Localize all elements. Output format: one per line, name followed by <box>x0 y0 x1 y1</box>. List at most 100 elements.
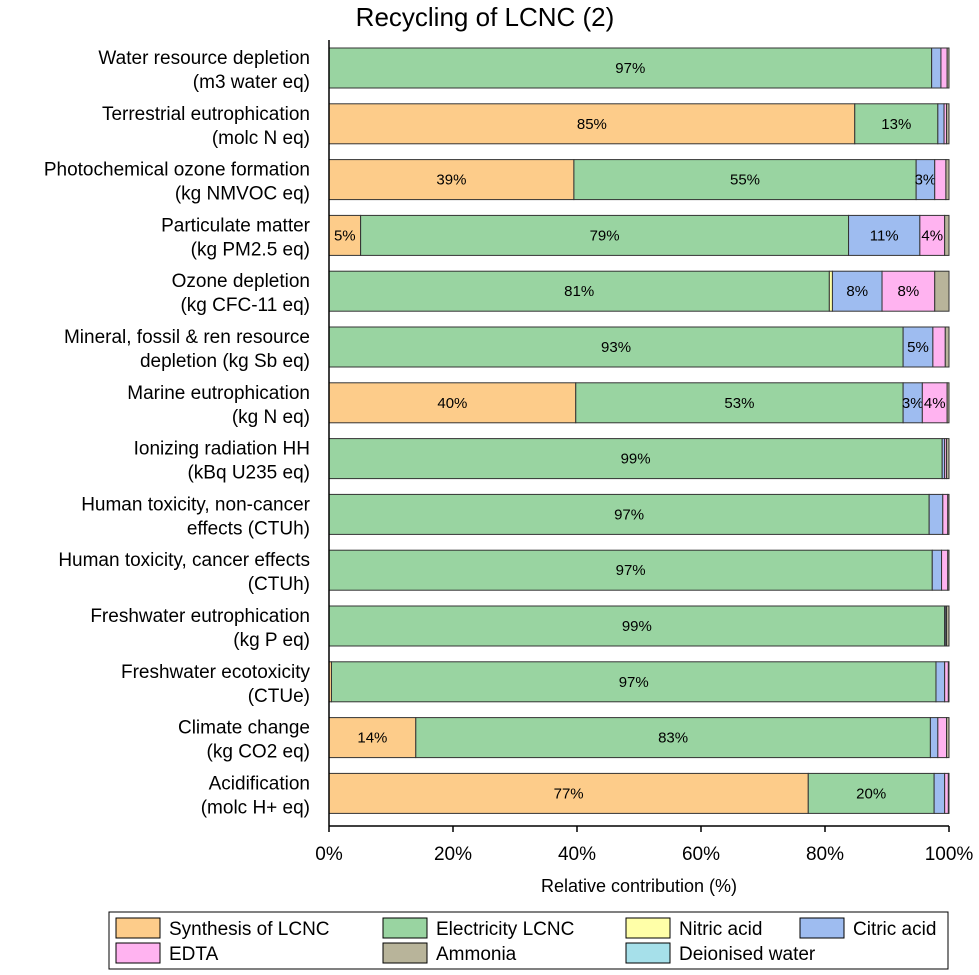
bar-segment <box>328 438 943 480</box>
bar-segment <box>937 717 948 759</box>
data-label: 8% <box>846 283 868 300</box>
x-tick-label: 0% <box>315 844 343 865</box>
data-label: 55% <box>730 172 760 189</box>
category-label: Mineral, fossil & ren resource depletion … <box>64 327 310 372</box>
bar-segment <box>946 438 950 480</box>
data-label: 93% <box>601 339 631 356</box>
category-label: Photochemical ozone formation (kg NMVOC e… <box>44 160 310 205</box>
bar-segment <box>944 772 949 814</box>
bar-segment <box>328 214 362 256</box>
bar-segment <box>947 772 950 814</box>
bar-segment <box>854 103 939 145</box>
legend-label: Deionised water <box>679 944 816 965</box>
data-label: 5% <box>907 339 929 356</box>
x-tick-label: 40% <box>558 844 596 865</box>
bar-segment <box>328 103 856 145</box>
bar-segment <box>946 382 950 424</box>
bar-segment <box>328 47 933 89</box>
category-label: Particulate matter (kg PM2.5 eq) <box>161 215 311 260</box>
x-tick-label: 80% <box>806 844 844 865</box>
data-label: 97% <box>619 674 649 691</box>
data-label: 4% <box>924 395 946 412</box>
bar-segment <box>328 326 904 368</box>
category-label: Marine eutrophication (kg N eq) <box>127 383 310 428</box>
bar-segment <box>848 214 921 256</box>
data-label: 97% <box>616 562 646 579</box>
x-tick-label: 60% <box>682 844 720 865</box>
bar-segment <box>937 103 945 145</box>
legend-label: Citric acid <box>853 919 936 940</box>
category-label: Climate change (kg CO2 eq) <box>178 718 310 763</box>
bar-segment <box>328 493 930 535</box>
bar-segment <box>931 47 942 89</box>
category-label: Freshwater eutrophication (kg P eq) <box>90 606 310 651</box>
bar-segment <box>947 493 950 535</box>
data-label: 39% <box>436 172 466 189</box>
bars: 97% 85% 13% 39% 55% 3% 5% 79% 11% 4% 81% 8% 8% 93% 5% 4… <box>328 47 950 814</box>
data-label: 13% <box>881 116 911 133</box>
bar-segment <box>415 717 931 759</box>
bar-segment <box>921 382 948 424</box>
bar-segment <box>946 717 950 759</box>
category-label: Terrestrial eutrophication (molc N eq) <box>102 104 310 149</box>
bar-segment <box>947 549 950 591</box>
legend-swatch <box>625 942 671 964</box>
bar-segment <box>328 549 933 591</box>
data-label: 97% <box>614 506 644 523</box>
category-label: Acidification (molc H+ eq) <box>201 773 310 818</box>
bar-segment <box>935 661 946 703</box>
legend-swatch <box>115 942 161 964</box>
legend-swatch <box>115 917 161 939</box>
category-label: Human toxicity, cancer effects (CTUh) <box>58 550 310 595</box>
legend-swatch <box>382 917 428 939</box>
bar-segment <box>807 772 935 814</box>
data-label: 3% <box>902 395 924 412</box>
bar-segment <box>328 772 809 814</box>
bar-segment <box>928 493 944 535</box>
data-label: 53% <box>724 395 754 412</box>
bar-segment <box>360 214 850 256</box>
legend-label: Ammonia <box>436 944 517 965</box>
data-label: 77% <box>554 785 584 802</box>
legend-label: EDTA <box>169 944 219 965</box>
bar-segment <box>946 103 950 145</box>
category-labels: Water resource depletion (m3 water eq) Ter… <box>44 48 311 818</box>
bar-segment <box>330 661 937 703</box>
bar-segment <box>941 549 949 591</box>
legend-swatch <box>382 942 428 964</box>
bar-segment <box>328 605 946 647</box>
legend-swatch <box>625 917 671 939</box>
bar-segment <box>945 159 950 201</box>
data-label: 83% <box>658 730 688 747</box>
data-label: 81% <box>564 283 594 300</box>
bar-segment <box>934 270 950 312</box>
x-axis: 0% 20% 40% 60% 80% 100% <box>315 40 973 865</box>
bar-segment <box>944 326 950 368</box>
x-tick-label: 100% <box>925 844 974 865</box>
bar-segment <box>575 382 904 424</box>
bar-segment <box>942 493 949 535</box>
data-label: 97% <box>615 60 645 77</box>
bar-segment <box>328 717 417 759</box>
bar-segment <box>934 159 947 201</box>
data-label: 20% <box>856 785 886 802</box>
bar-segment <box>932 326 946 368</box>
category-label: Ozone depletion (kg CFC-11 eq) <box>172 271 310 316</box>
bar-segment <box>902 326 934 368</box>
chart-title: Recycling of LCNC (2) <box>356 2 615 32</box>
x-axis-title: Relative contribution (%) <box>541 876 737 896</box>
bar-segment <box>933 772 946 814</box>
data-label: 3% <box>915 172 937 189</box>
data-label: 14% <box>357 730 387 747</box>
data-label: 40% <box>437 395 467 412</box>
data-label: 8% <box>898 283 920 300</box>
category-label: Freshwater ecotoxicity (CTUe) <box>121 662 311 707</box>
x-tick-label: 20% <box>434 844 472 865</box>
category-label: Ionizing radiation HH (kBq U235 eq) <box>134 439 310 484</box>
data-label: 5% <box>334 227 356 244</box>
data-label: 79% <box>590 227 620 244</box>
legend-swatch <box>799 917 845 939</box>
data-label: 11% <box>870 227 899 244</box>
category-label: Human toxicity, non-cancer effects (CTUh) <box>81 494 310 539</box>
